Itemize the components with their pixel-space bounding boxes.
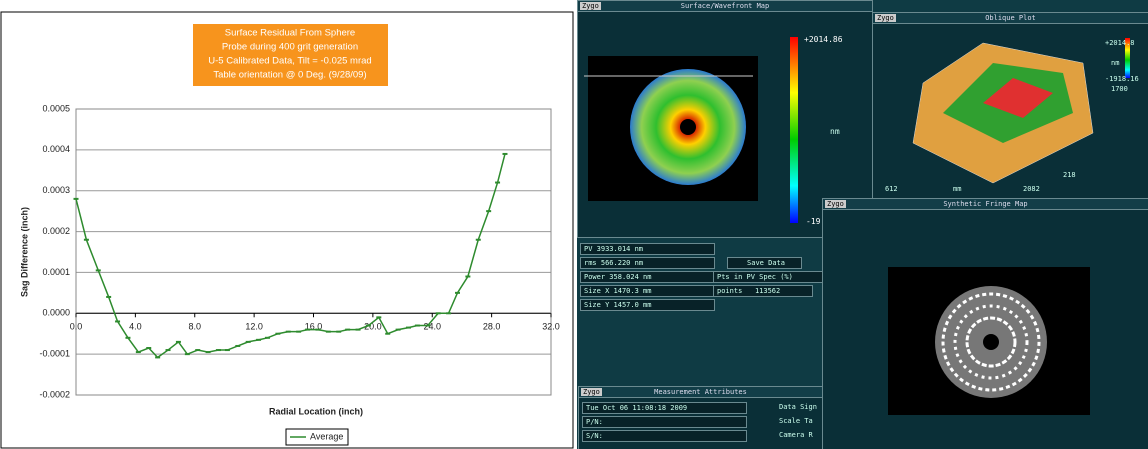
y-tick-label: 0.0005 <box>42 103 70 113</box>
x-tick-label: 4.0 <box>129 322 142 332</box>
stat-value: 3933.014 <box>596 245 631 253</box>
attr-row: Camera R <box>779 431 813 439</box>
panel-title: Synthetic Fringe Map <box>823 199 1148 210</box>
attributes-panel: Measurement Attributes Zygo Tue Oct 06 1… <box>578 386 823 449</box>
stat: PV 3933.014 nm <box>580 243 715 255</box>
pn: P/N: <box>582 416 747 428</box>
y-tick-label: -0.0001 <box>39 349 70 359</box>
x-tick-label: 16.0 <box>305 322 323 332</box>
stat: Size Y 1457.0 mm <box>580 299 715 311</box>
y-tick-label: 0.0003 <box>42 185 70 195</box>
surface-map <box>584 37 798 223</box>
stat-label: Size X <box>584 287 610 295</box>
x-tick-label: 12.0 <box>245 322 263 332</box>
stat-label: Power <box>584 273 606 281</box>
plot-border <box>75 108 552 396</box>
zygo-screen: Surface/Wavefront Map Zygo +2014.86 nm -… <box>577 0 1148 449</box>
stat-unit: mm <box>643 301 652 309</box>
chart-title: Surface Residual From Sphere <box>225 28 355 39</box>
chart: Sag Difference (inch) Radial Location (i… <box>0 11 574 449</box>
stat-value: 358.024 <box>609 273 639 281</box>
stat-label: rms <box>584 259 597 267</box>
stat-value: 566.220 <box>600 259 631 267</box>
oblique-panel: Oblique Plot Zygo +2014.8 nm -1918.16 17… <box>872 12 1148 200</box>
oblique-x0: 612 <box>885 185 898 193</box>
date: Tue Oct 06 11:08:18 2009 <box>582 402 747 414</box>
x-tick-label: 32.0 <box>542 322 560 332</box>
oblique-unit: nm <box>1111 59 1120 67</box>
scale-unit: nm <box>830 127 840 136</box>
stat: Size X 1470.3 mm <box>580 285 715 297</box>
panel-title: Oblique Plot <box>873 13 1148 24</box>
series-line <box>75 153 506 359</box>
oblique-max: +2014.8 <box>1105 39 1135 47</box>
fringe-panel: Synthetic Fringe Map Zygo <box>822 198 1148 449</box>
x-tick-label: 28.0 <box>483 322 501 332</box>
stat-unit: nm <box>643 273 652 281</box>
brand: Zygo <box>580 2 601 10</box>
stat-value: 1457.0 <box>613 301 639 309</box>
stat-label: Size Y <box>584 301 610 309</box>
oblique-z: 218 <box>1063 171 1076 179</box>
x-tick-label: 8.0 <box>188 322 201 332</box>
y-tick-label: -0.0002 <box>39 389 70 399</box>
y-tick-label: 0.0002 <box>42 226 70 236</box>
brand: Zygo <box>825 200 846 208</box>
attr-row: Scale Ta <box>779 417 813 425</box>
oblique-min: -1918.16 <box>1105 75 1139 83</box>
x-axis-label: Radial Location (inch) <box>269 406 363 416</box>
oblique-y: 1700 <box>1111 85 1128 93</box>
x-tick-label: 0.0 <box>70 322 83 332</box>
x-tick-label: 24.0 <box>423 322 441 332</box>
stat-value: 1470.3 <box>613 287 639 295</box>
points: points 113562 <box>713 285 813 297</box>
stat: rms 566.220 nm <box>580 257 715 269</box>
points-value: 113562 <box>754 287 781 295</box>
y-tick-label: 0.0001 <box>42 267 70 277</box>
title-box <box>193 24 388 86</box>
y-tick-label: 0.0000 <box>42 308 70 318</box>
panel-title: Measurement Attributes <box>579 387 822 398</box>
stat: Power 358.024 nm <box>580 271 715 283</box>
brand: Zygo <box>875 14 896 22</box>
legend-box <box>285 428 349 446</box>
legend-label: Average <box>310 431 343 441</box>
stat-unit: nm <box>634 245 644 253</box>
chart-title: Table orientation @ 0 Deg. (9/28/09) <box>213 70 366 81</box>
scale-max: +2014.86 <box>804 35 843 44</box>
panel-title: Surface/Wavefront Map <box>578 1 872 12</box>
save-button[interactable]: Save Data <box>727 257 802 269</box>
pts-spec: Pts in PV Spec (%) <box>713 271 823 283</box>
x-tick-label: 20.0 <box>364 322 382 332</box>
oblique-plot <box>912 38 1130 184</box>
attr-row: Data Sign <box>779 403 817 411</box>
chart-title: U-5 Calibrated Data, Tilt = -0.025 mrad <box>208 56 371 67</box>
points-label: points <box>717 287 743 295</box>
y-axis-label: Sag Difference (inch) <box>19 207 29 297</box>
stat-unit: mm <box>643 287 652 295</box>
oblique-xunit: mm <box>953 185 962 193</box>
scale-min: -19 <box>806 217 821 226</box>
sn: S/N: <box>582 430 747 442</box>
oblique-x1: 2082 <box>1023 185 1040 193</box>
stat-label: PV <box>584 245 593 253</box>
chart-title: Probe during 400 grit generation <box>222 42 358 53</box>
y-tick-label: 0.0004 <box>42 144 70 154</box>
brand: Zygo <box>581 388 602 396</box>
stat-unit: nm <box>634 259 644 267</box>
fringe-map <box>888 267 1090 415</box>
